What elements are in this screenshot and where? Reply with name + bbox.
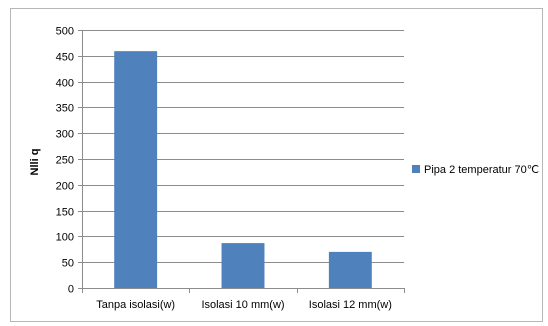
x-tick-label: Isolasi 10 mm(w) xyxy=(201,299,284,311)
bar xyxy=(221,243,265,288)
y-tick-label: 350 xyxy=(56,103,74,115)
bar xyxy=(114,51,158,288)
x-tick-label: Isolasi 12 mm(w) xyxy=(309,299,392,311)
y-tick-label: 100 xyxy=(56,232,74,244)
y-axis-title: Nlli q xyxy=(29,149,41,176)
y-tick-label: 400 xyxy=(56,78,74,90)
chart-frame xyxy=(10,8,543,322)
y-tick-label: 300 xyxy=(56,129,74,141)
y-tick-label: 150 xyxy=(56,207,74,219)
bar xyxy=(328,251,372,288)
bars xyxy=(114,51,372,288)
y-tick-label: 200 xyxy=(56,181,74,193)
y-tick-label: 50 xyxy=(62,258,74,270)
legend-label: Pipa 2 temperatur 70℃ xyxy=(424,164,539,176)
legend: Pipa 2 temperatur 70℃ xyxy=(412,164,539,176)
y-tick-label: 0 xyxy=(68,284,74,296)
y-tick-labels: 0 50 100 150 200 250 300 350 400 450 500 xyxy=(56,26,74,296)
y-tick-label: 450 xyxy=(56,52,74,64)
axes xyxy=(78,30,405,293)
y-tick-label: 250 xyxy=(56,155,74,167)
x-tick-labels: Tanpa isolasi(w) Isolasi 10 mm(w) Isolasi … xyxy=(96,299,392,311)
y-tick-label: 500 xyxy=(56,26,74,38)
x-tick-label: Tanpa isolasi(w) xyxy=(96,299,175,311)
legend-swatch xyxy=(412,165,420,173)
